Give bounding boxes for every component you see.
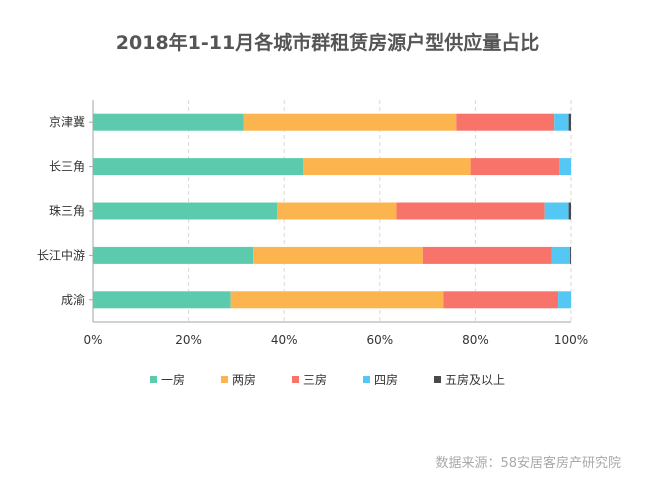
- bar-segment: [470, 158, 560, 176]
- bar-segment: [93, 246, 254, 264]
- bar-segment: [559, 158, 571, 176]
- x-tick-label: 60%: [366, 333, 393, 347]
- bar-segment: [422, 246, 552, 264]
- legend-item: 两房: [220, 371, 256, 388]
- bar-segment: [243, 113, 457, 131]
- x-tick-label: 100%: [554, 333, 588, 347]
- legend-label: 一房: [160, 373, 185, 387]
- x-tick-label: 40%: [271, 333, 298, 347]
- bar-segment: [93, 291, 231, 309]
- category-label: 长三角: [49, 160, 85, 174]
- x-tick-label: 80%: [462, 333, 489, 347]
- bar-segment: [558, 291, 571, 309]
- legend-swatch: [363, 376, 370, 383]
- legend-item: 三房: [291, 371, 327, 388]
- category-label: 珠三角: [49, 204, 85, 218]
- x-tick-label: 0%: [83, 333, 102, 347]
- chart-title: 2018年1-11月各城市群租赁房源户型供应量占比: [115, 32, 540, 54]
- bar-segment: [551, 246, 571, 264]
- legend-swatch: [220, 376, 228, 383]
- source-note: 数据来源：58安居客房产研究院: [435, 456, 621, 471]
- bar-segment: [456, 113, 555, 131]
- x-tick-label: 20%: [175, 333, 202, 347]
- bar-segment: [443, 291, 559, 309]
- bar-segment: [93, 113, 244, 131]
- legend-label: 两房: [231, 373, 256, 387]
- legend-item: 四房: [363, 371, 398, 388]
- legend-swatch: [434, 376, 442, 383]
- bar-segment: [277, 202, 397, 220]
- grid-layer: [188, 100, 572, 322]
- bar-segment: [570, 246, 571, 264]
- bar-segment: [568, 202, 571, 220]
- bar-segment: [396, 202, 545, 220]
- bar-segment: [554, 113, 569, 131]
- bar-segment: [253, 246, 423, 264]
- legend-item: 五房及以上: [434, 371, 505, 388]
- legend-swatch: [149, 376, 157, 383]
- legend-label: 五房及以上: [445, 373, 506, 387]
- bars-layer: [93, 113, 571, 309]
- category-label: 京津冀: [49, 115, 85, 129]
- legend-label: 四房: [374, 373, 399, 387]
- legend-label: 三房: [302, 373, 327, 387]
- category-label: 成渝: [61, 292, 85, 307]
- bar-segment: [230, 291, 444, 309]
- bar-segment: [93, 158, 304, 176]
- bar-segment: [93, 202, 278, 220]
- legend: 一房 两房 三房 四房 五房及以上: [0, 371, 655, 388]
- legend-item: 一房: [149, 371, 185, 388]
- bar-segment: [303, 158, 471, 176]
- bar-segment: [568, 113, 571, 131]
- legend-swatch: [291, 376, 299, 383]
- bar-segment: [544, 202, 569, 220]
- category-label: 长江中游: [37, 247, 85, 262]
